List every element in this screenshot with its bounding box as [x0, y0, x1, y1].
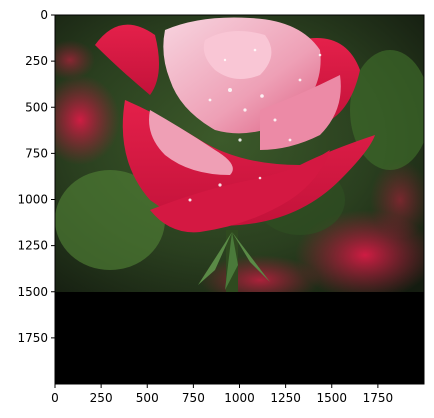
x-tick-label: 0 — [51, 391, 59, 405]
y-tick-label: 1250 — [17, 239, 48, 253]
x-tick-label: 1750 — [363, 391, 394, 405]
y-tick-label: 1750 — [17, 331, 48, 345]
y-tick-label: 500 — [25, 100, 48, 114]
y-axis: 0 250 500 750 1000 1250 1500 1750 — [17, 8, 55, 345]
x-axis: 0 250 500 750 1000 1250 1500 1750 — [51, 384, 393, 405]
padding-region — [55, 292, 424, 384]
x-tick-label: 750 — [182, 391, 205, 405]
x-tick-label: 1500 — [316, 391, 347, 405]
rose-photo-icon — [55, 15, 424, 292]
x-tick-label: 1250 — [270, 391, 301, 405]
y-tick-label: 0 — [40, 8, 48, 22]
x-tick-label: 1000 — [224, 391, 255, 405]
y-tick-label: 250 — [25, 54, 48, 68]
y-tick-label: 750 — [25, 146, 48, 160]
y-tick-label: 1000 — [17, 193, 48, 207]
x-tick-label: 500 — [136, 391, 159, 405]
x-tick-label: 250 — [90, 391, 113, 405]
image-area — [55, 15, 424, 384]
y-tick-label: 1500 — [17, 285, 48, 299]
